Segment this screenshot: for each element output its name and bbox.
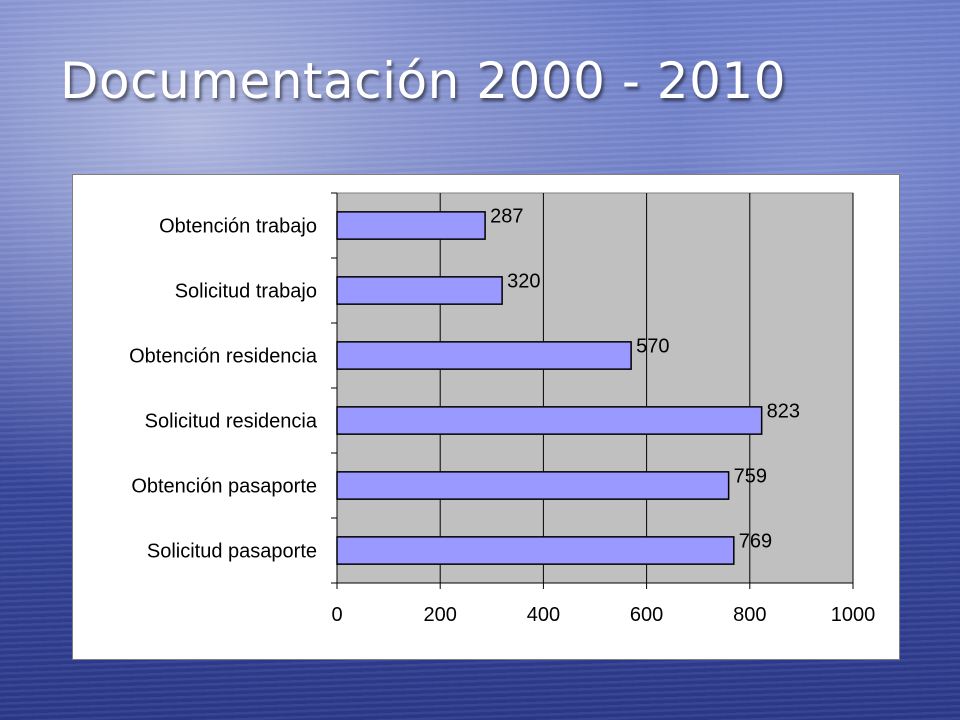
bar <box>336 536 735 565</box>
x-tick-label: 200 <box>424 604 457 626</box>
plot-area-layer <box>336 192 854 584</box>
bar-chart: 0 200 400 600 800 1000 Obtención trabajo 287 Sol… <box>129 192 875 627</box>
slide-title: Documentación 2000 - 2010 <box>60 52 787 110</box>
bar <box>336 341 632 370</box>
data-label: 320 <box>507 271 540 293</box>
data-label: 759 <box>734 466 767 488</box>
x-tick-label: 0 <box>331 604 342 626</box>
axes-layer <box>331 192 854 589</box>
x-tick-label: 800 <box>733 604 766 626</box>
x-tick-label: 400 <box>527 604 560 626</box>
data-label: 287 <box>490 206 523 228</box>
plot-area <box>336 192 854 584</box>
data-label: 570 <box>636 336 669 358</box>
category-label: Solicitud residencia <box>145 411 318 433</box>
bar <box>336 211 486 240</box>
x-tick-label: 600 <box>630 604 663 626</box>
data-label: 823 <box>767 401 800 423</box>
data-label: 769 <box>739 531 772 553</box>
category-label: Solicitud pasaporte <box>147 541 317 563</box>
gridlines-layer <box>439 193 854 583</box>
bar <box>336 406 763 435</box>
category-label: Obtención trabajo <box>159 216 317 238</box>
category-label: Obtención residencia <box>129 346 318 368</box>
bar <box>336 471 730 500</box>
category-label: Solicitud trabajo <box>175 281 317 303</box>
bar <box>336 276 503 305</box>
chart-container: 0 200 400 600 800 1000 Obtención trabajo 287 Sol… <box>72 174 900 660</box>
category-label: Obtención pasaporte <box>131 476 317 498</box>
x-tick-label: 1000 <box>831 604 876 626</box>
labels-layer: 0 200 400 600 800 1000 Obtención trabajo 287 Sol… <box>129 206 875 627</box>
